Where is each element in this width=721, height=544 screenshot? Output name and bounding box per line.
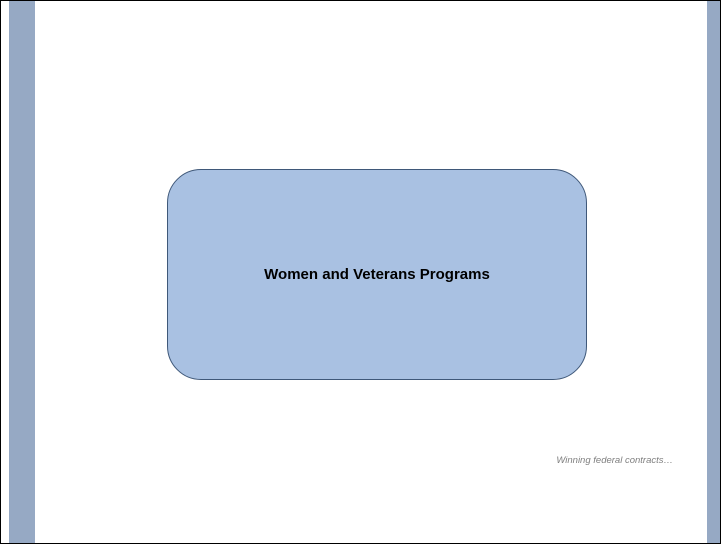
slide-title: Women and Veterans Programs xyxy=(264,266,490,283)
title-box: Women and Veterans Programs xyxy=(167,169,587,380)
slide-tagline: Winning federal contracts… xyxy=(556,455,673,466)
right-accent-bar xyxy=(707,1,720,543)
left-accent-bar xyxy=(9,1,35,543)
